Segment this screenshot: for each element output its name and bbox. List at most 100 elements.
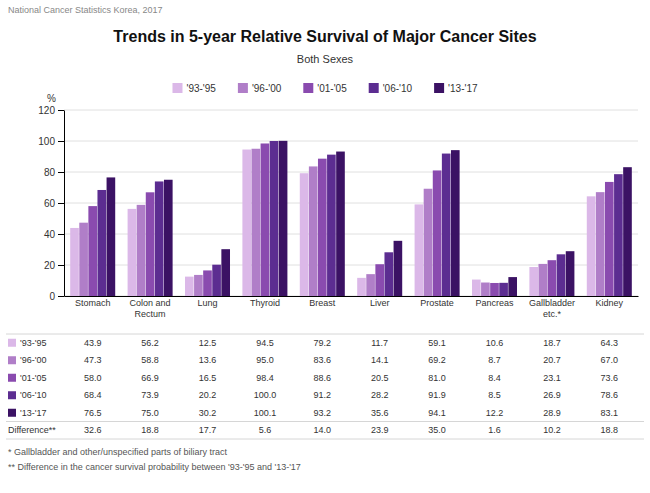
x-tick-label-line: Kidney [596,298,624,308]
bar [529,267,538,296]
bar [128,209,137,296]
y-tick-label: 20 [44,260,56,271]
bar [251,149,260,296]
table-cell: 18.7 [543,338,561,348]
bar [596,192,605,296]
legend-label: '13-'17 [448,83,478,94]
table-cell: 10.2 [543,425,561,435]
table-cell: 43.9 [84,338,102,348]
table-cell: 16.5 [199,373,217,383]
x-tick-label-line: Breast [309,298,336,308]
table-cell: 56.2 [141,338,159,348]
y-tick: 40 [44,229,64,240]
y-tick-label: 80 [44,167,56,178]
table-cell: 83.6 [314,355,332,365]
legend-item: '06-'10 [369,83,413,94]
bars [70,141,632,296]
bar [318,159,327,296]
table-cell: 95.0 [256,355,274,365]
table-swatch [8,409,16,417]
y-tick-mark [58,203,64,204]
table-cell: 13.6 [199,355,217,365]
table-cell: 100.1 [254,408,277,418]
table-cell: 88.6 [314,373,332,383]
table-cell: 79.2 [314,338,332,348]
bar [107,177,116,296]
bar [508,277,517,296]
table-swatch [8,374,16,382]
y-tick: 100 [38,136,64,147]
y-axis-label: % [47,93,56,104]
y-tick: 0 [49,291,64,302]
table-cell: 47.3 [84,355,102,365]
bar [472,280,481,296]
x-tick: Breast [309,296,336,308]
bar [548,260,557,296]
bar [164,180,173,296]
x-tick: Pancreas [475,296,514,308]
bar [433,170,442,296]
table-cell: 32.6 [84,425,102,435]
bar [566,251,575,296]
table-row: '13-'1776.575.030.2100.193.235.694.112.2… [8,408,618,418]
table-cell: 8.5 [488,390,501,400]
x-tick: Kidney [596,296,624,308]
legend: '93-'95'96-'00'01-'05'06-'10'13-'17 [172,83,477,94]
grid [64,110,638,296]
table-cell: 18.8 [141,425,159,435]
table-row-label: '96-'00 [20,355,46,365]
table-cell: 67.0 [601,355,619,365]
y-tick-mark [58,141,64,142]
bar [203,270,212,296]
bar [357,278,366,296]
x-tick-label: Pancreas [475,298,514,308]
subtitle: Both Sexes [297,53,354,65]
bar [499,283,508,296]
bar-series [97,141,622,296]
title: Trends in 5-year Relative Survival of Ma… [113,28,536,45]
table-swatch [8,391,16,399]
table-cell: 23.1 [543,373,561,383]
table-rule [6,421,644,422]
y-tick-mark [58,296,64,297]
table-cell: 14.1 [371,355,389,365]
x-axis: StomachColon andRectumLungThyroidBreastL… [65,296,639,319]
table-cell: 23.9 [371,425,389,435]
chart: National Cancer Statistics Korea, 2017Tr… [0,0,650,493]
table-row: Difference**32.618.817.75.614.023.935.01… [8,425,618,435]
bar [366,274,375,296]
bar-series [107,141,632,296]
table-cell: 93.2 [314,408,332,418]
y-tick-label: 120 [38,105,55,116]
bar [375,264,384,296]
x-tick-label-line: Thyroid [250,298,280,308]
y-tick: 120 [38,105,64,116]
grid-line [64,172,638,173]
bar [261,143,270,296]
x-tick: Lung [197,296,217,308]
legend-label: '06-'10 [383,83,413,94]
table-rule [6,334,644,335]
table-row: '01-'0558.066.916.598.488.620.581.08.423… [8,373,618,383]
x-tick-label-line: Liver [370,298,390,308]
bar [279,141,288,296]
legend-item: '96-'00 [238,83,282,94]
x-tick-label: Prostate [420,298,454,308]
table-cell: 100.0 [254,390,277,400]
bar [442,154,451,296]
x-tick-label: Thyroid [250,298,280,308]
x-tick: Prostate [420,296,454,308]
legend-swatch [369,83,379,93]
bar [221,249,230,296]
y-tick: 60 [44,198,64,209]
y-tick: 20 [44,260,64,271]
x-tick-label-line: Gallbladder [529,298,575,308]
bar-series [88,143,613,296]
legend-label: '93-'95 [186,83,216,94]
table-cell: 73.6 [601,373,619,383]
bar [336,152,345,296]
x-tick-label: Lung [197,298,217,308]
table-cell: 76.5 [84,408,102,418]
table-cell: 64.3 [601,338,619,348]
y-axis: 0 20 40 60 80 100 120 [38,105,64,302]
